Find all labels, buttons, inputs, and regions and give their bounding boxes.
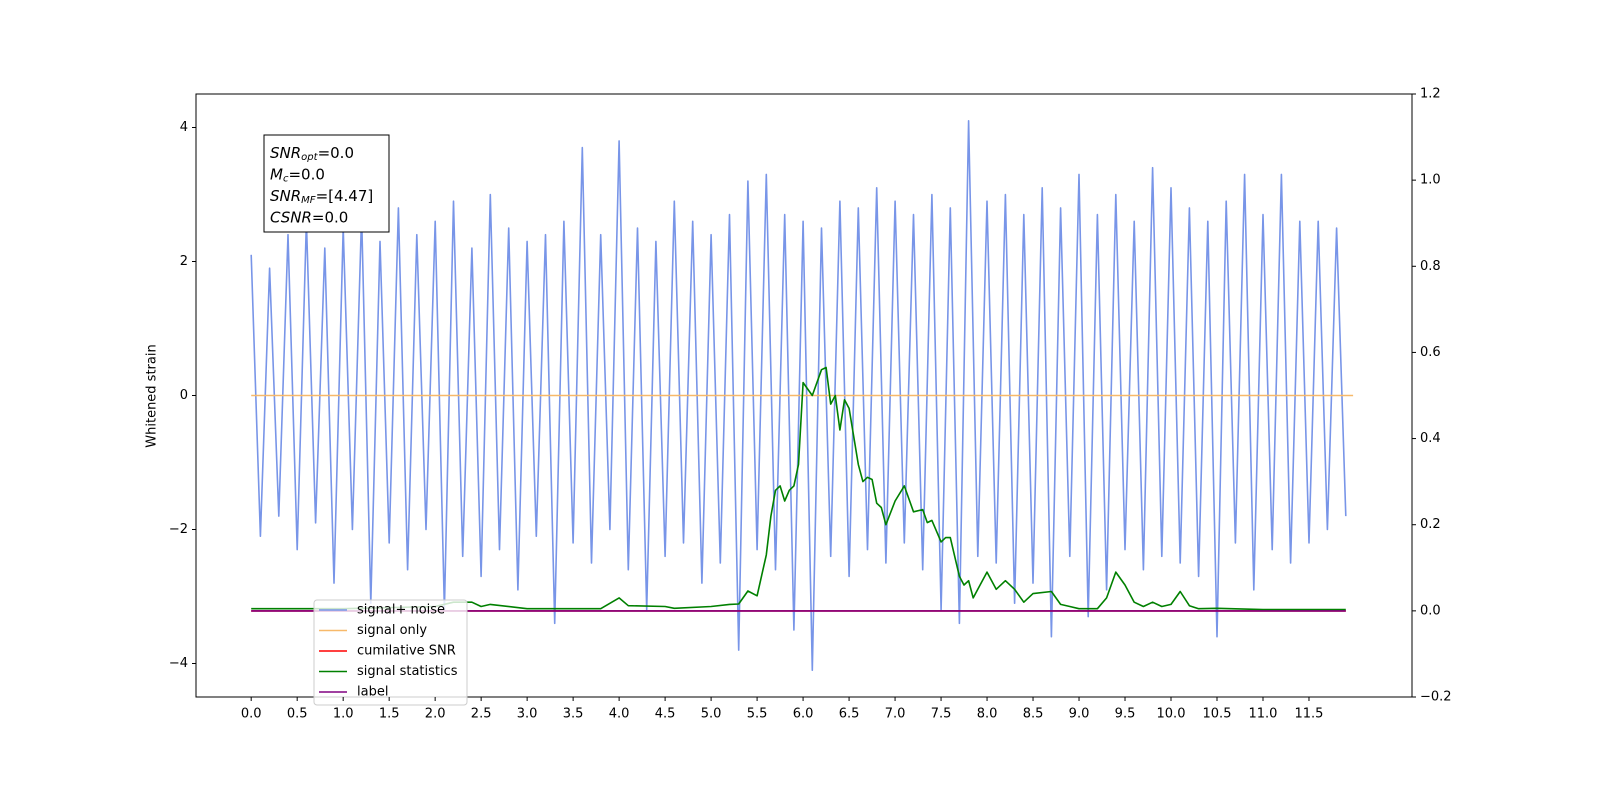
legend-label: cumilative SNR — [357, 644, 456, 659]
annotation-frame — [263, 134, 390, 233]
annotation-subscript: opt — [301, 152, 318, 163]
annotation-subscript: MF — [301, 195, 316, 206]
x-tick-label: 7.0 — [885, 707, 906, 722]
annotation-value: =0.0 — [288, 165, 324, 183]
annotation-symbol: SNR — [270, 144, 301, 162]
x-tick-label: 11.0 — [1249, 707, 1278, 722]
annotation-value: =0.0 — [318, 144, 354, 162]
y-tick-label: 2 — [180, 254, 188, 269]
x-tick-label: 3.0 — [517, 707, 538, 722]
x-tick-label: 4.5 — [655, 707, 676, 722]
annotation-line: SNRMF=[4.47] — [270, 187, 373, 207]
y2-tick-label: 0.4 — [1420, 431, 1441, 446]
y2-tick-label: 0.8 — [1420, 259, 1441, 274]
y-tick-label: −4 — [169, 656, 188, 671]
x-tick-label: 0.0 — [241, 707, 262, 722]
annotation-value: =[4.47] — [316, 187, 374, 205]
annotation-symbol: M — [270, 165, 283, 183]
legend-label: signal only — [357, 623, 427, 638]
x-tick-label: 9.0 — [1069, 707, 1090, 722]
legend-label: label — [357, 685, 388, 700]
y2-tick-label: 1.2 — [1420, 87, 1441, 102]
y2-tick-label: 1.0 — [1420, 173, 1441, 188]
x-tick-label: 10.5 — [1203, 707, 1232, 722]
x-tick-label: 1.5 — [379, 707, 400, 722]
legend: signal+ noise signal only cumilative SNR si… — [313, 599, 468, 706]
legend-label: signal statistics — [357, 664, 458, 679]
y2-tick-label: −0.2 — [1420, 690, 1452, 705]
x-tick-label: 4.0 — [609, 707, 630, 722]
x-tick-label: 10.0 — [1157, 707, 1186, 722]
x-tick-label: 5.5 — [747, 707, 768, 722]
y-tick-label: −2 — [169, 522, 188, 537]
x-tick-label: 8.0 — [977, 707, 998, 722]
x-tick-label: 2.0 — [425, 707, 446, 722]
x-tick-label: 6.0 — [793, 707, 814, 722]
series-line — [251, 366, 1346, 611]
annotation-line: Mc=0.0 — [270, 165, 325, 185]
legend-frame — [313, 599, 468, 706]
x-tick-label: 2.5 — [471, 707, 492, 722]
y-tick-label: 4 — [180, 120, 188, 135]
x-tick-label: 6.5 — [839, 707, 860, 722]
x-tick-label: 5.0 — [701, 707, 722, 722]
legend-label: signal+ noise — [357, 603, 445, 618]
x-tick-label: 11.5 — [1295, 707, 1324, 722]
annotation-subscript: c — [283, 174, 289, 185]
x-tick-label: 3.5 — [563, 707, 584, 722]
y2-tick-label: 0.6 — [1420, 345, 1441, 360]
x-tick-label: 8.5 — [1023, 707, 1044, 722]
annotation-value: =0.0 — [312, 208, 348, 226]
x-tick-label: 1.0 — [333, 707, 354, 722]
y2-tick-label: 0.2 — [1420, 517, 1441, 532]
annotation-symbol: SNR — [270, 187, 301, 205]
y-tick-label: 0 — [180, 388, 188, 403]
x-tick-label: 0.5 — [287, 707, 308, 722]
annotation-symbol: CSNR — [270, 208, 312, 226]
x-tick-label: 7.5 — [931, 707, 952, 722]
annotation-line: SNRopt=0.0 — [270, 144, 354, 164]
y2-tick-label: 0.0 — [1420, 603, 1441, 618]
y-axis-label: Whitened strain — [145, 344, 160, 447]
annotation-line: CSNR=0.0 — [270, 208, 348, 226]
x-tick-label: 9.5 — [1115, 707, 1136, 722]
series-line — [250, 120, 1347, 671]
